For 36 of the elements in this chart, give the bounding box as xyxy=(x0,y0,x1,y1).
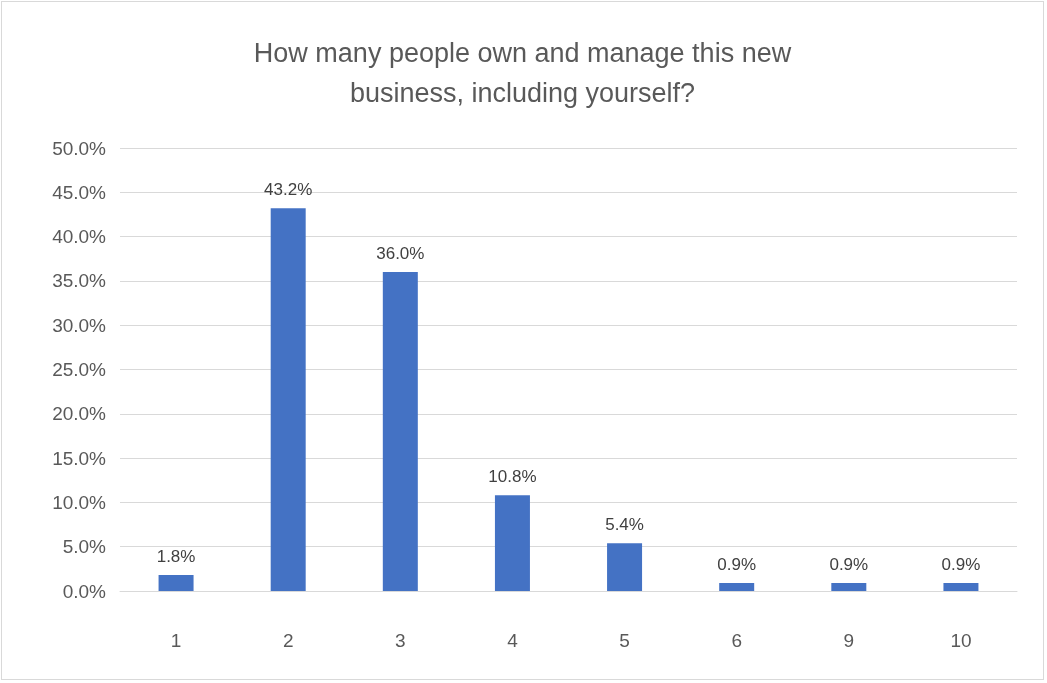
bar xyxy=(831,583,867,591)
x-tick-label: 9 xyxy=(843,630,855,651)
y-tick-label: 50.0% xyxy=(52,137,107,159)
x-tick-label: 1 xyxy=(170,630,182,651)
data-label: 36.0% xyxy=(376,244,425,264)
y-tick-label: 35.0% xyxy=(52,270,107,292)
data-label: 43.2% xyxy=(264,180,313,200)
data-label: 5.4% xyxy=(605,515,644,535)
data-label: 10.8% xyxy=(488,467,537,487)
data-label: 0.9% xyxy=(941,555,981,575)
y-tick-label: 45.0% xyxy=(52,181,107,203)
y-tick-label: 40.0% xyxy=(52,226,107,248)
x-tick-label: 6 xyxy=(731,630,742,651)
x-tick-label: 3 xyxy=(395,630,406,651)
x-tick-label: 2 xyxy=(282,630,294,651)
x-tick-label: 4 xyxy=(507,630,519,651)
y-tick-label: 0.0% xyxy=(62,580,107,602)
bar xyxy=(607,543,643,591)
y-tick-label: 15.0% xyxy=(52,447,107,469)
y-tick-label: 5.0% xyxy=(62,536,107,558)
x-tick-label: 10 xyxy=(950,630,972,651)
y-tick-label: 20.0% xyxy=(52,403,107,425)
bar xyxy=(943,583,979,591)
data-label: 0.9% xyxy=(717,555,757,575)
x-tick-label: 5 xyxy=(619,630,630,651)
bar xyxy=(494,495,530,591)
bar xyxy=(270,208,306,591)
data-label: 0.9% xyxy=(829,555,869,575)
y-tick-label: 10.0% xyxy=(52,491,107,513)
y-tick-label: 30.0% xyxy=(52,314,107,336)
bar xyxy=(719,583,755,591)
bar xyxy=(158,575,194,591)
y-tick-label: 25.0% xyxy=(52,359,107,380)
data-label: 1.8% xyxy=(156,547,196,567)
bar xyxy=(382,272,418,591)
chart-title: How many people own and manage this new business, including yourself? xyxy=(253,38,792,108)
